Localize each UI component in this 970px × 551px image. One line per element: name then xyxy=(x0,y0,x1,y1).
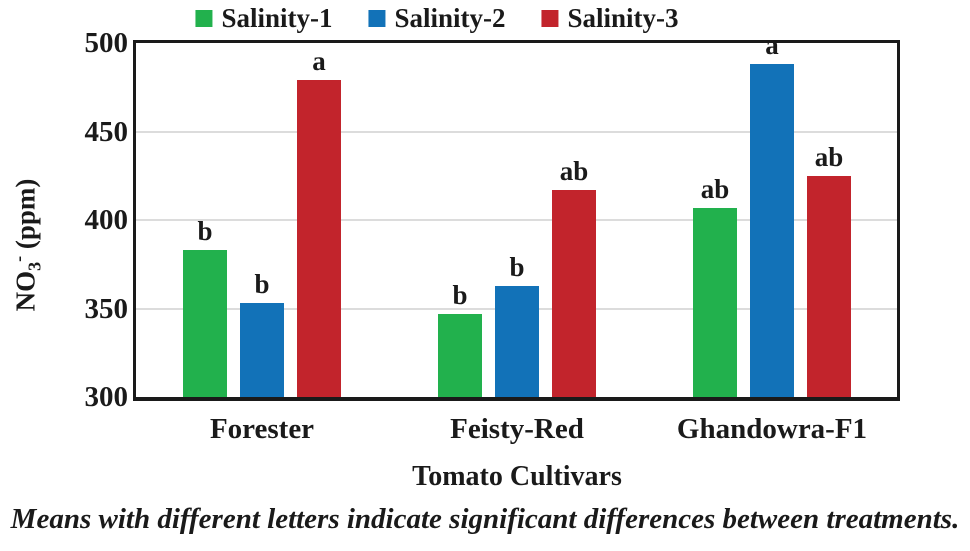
bar xyxy=(495,285,539,397)
bar-slot: b xyxy=(495,253,539,397)
legend-label: Salinity-1 xyxy=(221,3,333,33)
gridline xyxy=(136,219,897,221)
x-category-label: Forester xyxy=(209,413,315,445)
caption: Means with different letters indicate si… xyxy=(10,503,960,535)
legend-swatch-icon xyxy=(195,9,213,27)
y-axis-title-subscript: 3 xyxy=(24,261,45,271)
x-axis-title: Tomato Cultivars xyxy=(412,461,622,492)
bar xyxy=(240,303,284,397)
legend-item: Salinity-3 xyxy=(541,3,679,33)
significance-letter: b xyxy=(452,279,468,310)
y-tick-label: 350 xyxy=(84,292,129,325)
bar-slot: ab xyxy=(693,175,737,397)
y-axis-title-prefix: NO xyxy=(10,270,41,312)
legend-swatch-icon xyxy=(541,9,559,27)
legend-item: Salinity-1 xyxy=(195,4,332,32)
bar-slot: b xyxy=(438,281,482,397)
y-tick-label: 300 xyxy=(84,381,129,413)
y-tick-label: 450 xyxy=(84,115,129,148)
bar-slot: a xyxy=(297,48,341,397)
bar xyxy=(183,250,227,397)
y-axis-title-superscript: - xyxy=(8,255,29,262)
bar-slot: ab xyxy=(552,157,596,397)
bar xyxy=(750,64,794,397)
significance-letter: b xyxy=(254,269,270,300)
legend-label: Salinity-2 xyxy=(394,3,506,33)
x-category-label: Feisty-Red xyxy=(450,413,584,445)
bar xyxy=(693,207,737,397)
bar xyxy=(807,175,851,397)
significance-letter: ab xyxy=(559,155,589,186)
y-axis-title-suffix: (ppm) xyxy=(10,178,41,256)
bar-slot: b xyxy=(240,271,284,397)
legend: Salinity-1 Salinity-2 Salinity-3 xyxy=(195,3,679,33)
legend-swatch-icon xyxy=(368,9,386,27)
bar-slot: b xyxy=(183,218,227,397)
bar xyxy=(438,313,482,397)
bar xyxy=(297,80,341,397)
bar-slot: ab xyxy=(807,143,851,397)
plot-area: b b a b b ab ab a ab xyxy=(133,32,900,401)
gridline xyxy=(136,130,897,133)
legend-item: Salinity-2 xyxy=(368,3,506,33)
significance-letter: a xyxy=(312,46,326,77)
significance-letter: b xyxy=(197,216,213,247)
significance-letter: b xyxy=(509,251,525,282)
bar xyxy=(552,189,596,397)
legend-label: Salinity-3 xyxy=(567,3,679,33)
significance-letter: a xyxy=(765,30,779,61)
bar-slot: a xyxy=(750,32,794,397)
bar-group: b b a xyxy=(183,48,341,397)
significance-letter: ab xyxy=(814,141,844,172)
bar-group: b b ab xyxy=(438,157,596,397)
y-axis-title: NO3- (ppm) xyxy=(8,179,45,312)
y-tick-label: 500 xyxy=(84,27,129,59)
x-category-label: Ghandowra-F1 xyxy=(676,413,868,445)
significance-letter: ab xyxy=(700,173,730,204)
y-tick-label: 400 xyxy=(84,204,129,236)
bar-group: ab a ab xyxy=(693,32,851,397)
